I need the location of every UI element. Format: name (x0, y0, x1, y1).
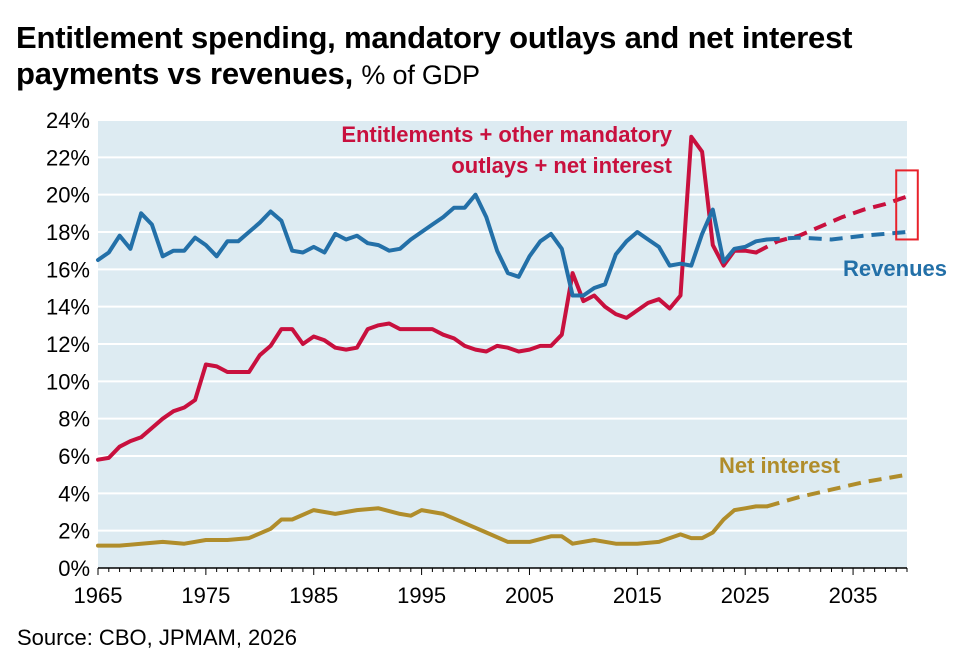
series-line-net-interest (96, 504, 769, 548)
series-label-revenues: Revenues (843, 256, 947, 281)
y-tick-label: 24% (46, 108, 90, 133)
x-tick-label: 2035 (829, 583, 878, 608)
x-tick-label: 1985 (289, 583, 338, 608)
y-tick-label: 22% (46, 145, 90, 170)
series-label-net-interest: Net interest (719, 453, 841, 478)
y-tick-label: 2% (58, 519, 90, 544)
series-group (96, 134, 908, 548)
y-tick-label: 18% (46, 220, 90, 245)
line-chart: 0% 2% 4% 6% 8% 10% 12% 14% 16% 18% 20% 22% 24% 1965 19… (46, 108, 947, 608)
x-tick-label: 1995 (397, 583, 446, 608)
axes: 0% 2% 4% 6% 8% 10% 12% 14% 16% 18% 20% 22% 24% 1965 19… (46, 108, 908, 608)
chart-title: Entitlement spending, mandatory outlays … (16, 20, 966, 93)
title-main: Entitlement spending, mandatory outlays … (16, 20, 853, 91)
series-projection-net-interest (766, 472, 908, 509)
y-tick-label: 16% (46, 257, 90, 282)
x-tick-label: 2015 (613, 583, 662, 608)
y-tick-label: 0% (58, 556, 90, 581)
gridlines (98, 119, 907, 532)
y-tick-label: 20% (46, 183, 90, 208)
x-tick-label: 2025 (721, 583, 770, 608)
y-tick-label: 12% (46, 332, 90, 357)
source-note: Source: CBO, JPMAM, 2026 (17, 625, 297, 650)
y-tick-label: 8% (58, 407, 90, 432)
y-tick-label: 10% (46, 369, 90, 394)
series-label-entitlements: Entitlements + other mandatory (341, 122, 672, 147)
series-line-entitlements (96, 134, 758, 462)
series-projection-revenues (766, 230, 908, 242)
x-tick-label: 1975 (181, 583, 230, 608)
y-tick-label: 4% (58, 481, 90, 506)
title-unit: % of GDP (361, 60, 480, 90)
y-tick-label: 6% (58, 444, 90, 469)
series-label-entitlements: outlays + net interest (451, 153, 672, 178)
series-projection-entitlements (755, 194, 908, 255)
x-tick-label: 1965 (74, 583, 123, 608)
series-labels: Entitlements + other mandatory outlays + … (341, 122, 947, 478)
annotations (895, 169, 919, 241)
x-tick-label: 2005 (505, 583, 554, 608)
y-tick-label: 14% (46, 295, 90, 320)
highlight-box (895, 169, 919, 241)
series-line-revenues (96, 192, 769, 298)
